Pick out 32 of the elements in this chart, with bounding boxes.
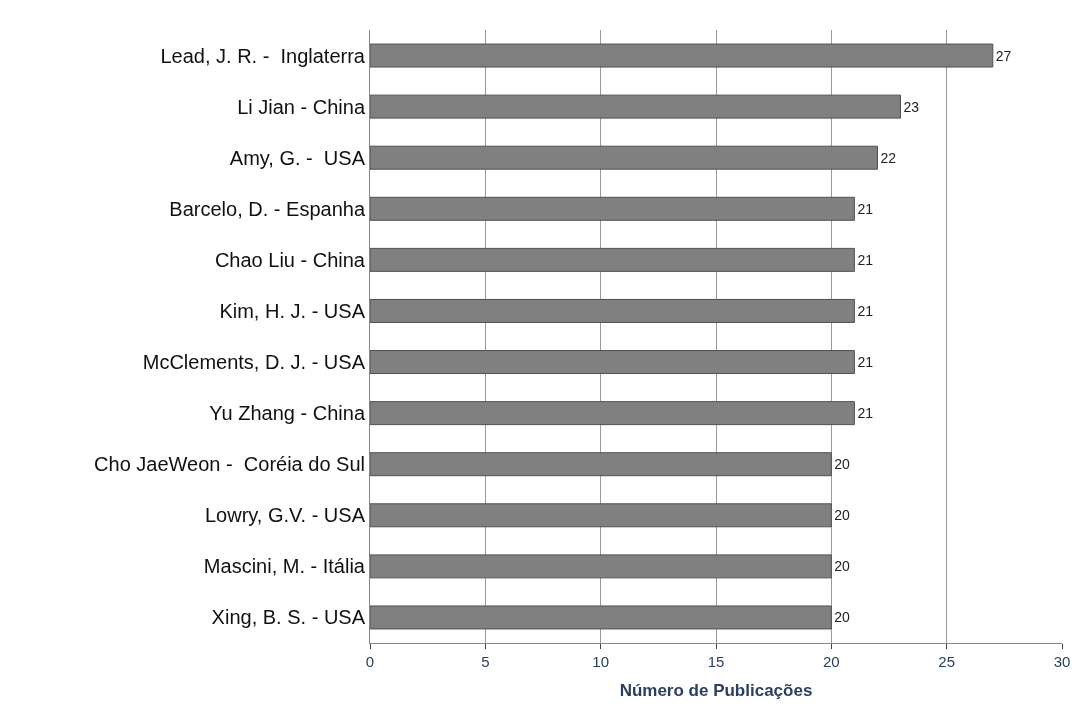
data-label: 20 [834,456,851,473]
y-tick-label: Amy, G. - USA [229,146,366,169]
data-label: 21 [857,302,874,319]
y-tick-label: Lowry, G.V. - USA [204,504,366,527]
x-axis-title: Número de Publicações [619,681,813,701]
y-tick-label: Mascini, M. - Itália [203,555,366,578]
data-label: 20 [834,558,851,575]
data-label: 20 [834,609,851,626]
x-tick-label: 30 [1053,653,1071,670]
y-tick-label: Cho JaeWeon - Coréia do Sul [94,453,365,476]
data-label: 23 [903,98,920,115]
data-label: 21 [857,405,874,422]
x-tick-label: 5 [481,653,490,670]
data-label: 21 [857,251,874,268]
y-tick-label: Barcelo, D. - Espanha [169,197,366,220]
y-tick-label: Kim, H. J. - USA [219,299,366,322]
y-tick-label: Lead, J. R. - Inglaterra [160,44,366,67]
data-label: 21 [857,354,874,371]
y-tick-label: Chao Liu - China [214,248,366,271]
data-label: 27 [995,47,1012,64]
y-tick-label: McClements, D. J. - USA [142,351,366,374]
y-tick-label: Xing, B. S. - USA [211,606,366,629]
data-label: 21 [857,200,874,217]
x-tick-label: 15 [707,653,725,670]
data-label: 20 [834,507,851,524]
y-tick-label: Li Jian - China [237,95,366,118]
x-tick-label: 20 [822,653,840,670]
x-tick-label: 10 [592,653,610,670]
y-tick-label: Yu Zhang - China [209,402,366,425]
x-tick-label: 25 [938,653,956,670]
data-label: 22 [880,149,897,166]
x-tick-label: 0 [365,653,375,670]
